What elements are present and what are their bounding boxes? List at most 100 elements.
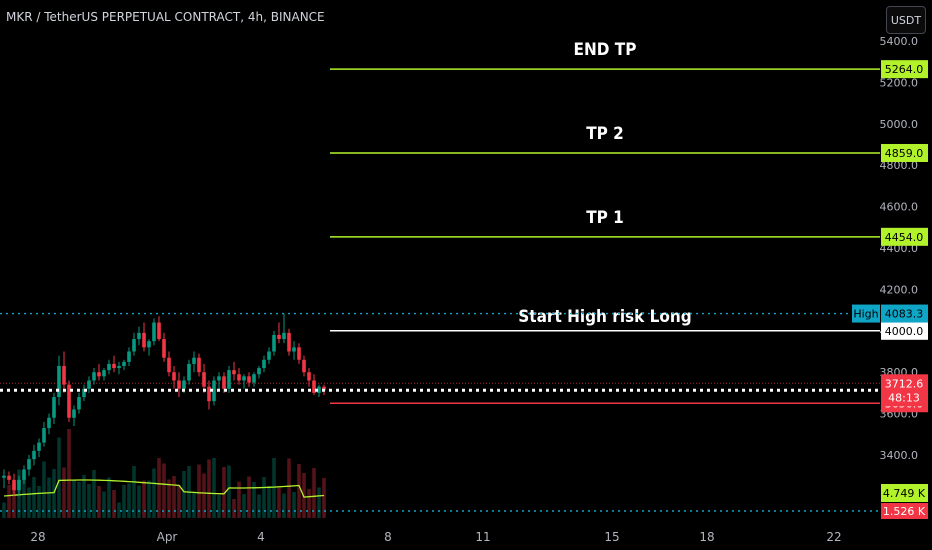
x-tick-label: 11	[475, 530, 490, 544]
volume-bar	[157, 458, 161, 518]
volume-bar	[152, 468, 156, 518]
candle-body	[82, 388, 86, 398]
candle-body	[52, 397, 56, 418]
y-tick-label: 3400.0	[880, 449, 919, 462]
volume-bar	[267, 486, 271, 518]
volume-ma-tag	[881, 484, 928, 502]
candle-body	[232, 370, 236, 375]
volume-bar	[112, 490, 116, 518]
candle-body	[292, 347, 296, 352]
y-tick-label: 5200.0	[880, 76, 919, 89]
candle-body	[267, 351, 271, 360]
volume-bar	[122, 485, 126, 518]
candle-body	[12, 479, 16, 491]
candle-body	[27, 459, 31, 470]
level-price-label: 4454.0	[885, 231, 924, 244]
volume-bar	[117, 502, 121, 518]
volume-bar	[77, 482, 81, 518]
volume-bar	[207, 459, 211, 518]
candle-body	[112, 363, 116, 369]
volume-bar	[272, 458, 276, 518]
candle-body	[317, 386, 321, 393]
volume-bar	[107, 477, 111, 518]
candle-body	[207, 386, 211, 402]
volume-bar	[277, 488, 281, 518]
volume-bar	[217, 495, 221, 518]
candle-body	[322, 386, 326, 391]
y-tick-label: 5000.0	[880, 118, 919, 131]
candle-body	[147, 341, 151, 348]
volume-bar	[27, 487, 31, 518]
candle-body	[197, 357, 201, 373]
currency-button[interactable]: USDT	[886, 6, 926, 34]
volume-bar	[212, 458, 216, 518]
candle-body	[77, 397, 81, 410]
high-price-tag	[881, 304, 928, 323]
candle-body	[87, 380, 91, 389]
volume-bar	[67, 429, 71, 518]
candle-body	[287, 332, 291, 352]
volume-bar	[42, 461, 46, 518]
y-tick-label: 5400.0	[880, 35, 919, 48]
volume-bar	[262, 477, 266, 518]
x-tick-label: 4	[257, 530, 265, 544]
level-name: END TP	[574, 40, 637, 60]
volume-bar	[322, 477, 326, 518]
candle-body	[302, 359, 306, 373]
candle-body	[92, 372, 96, 381]
candle-body	[252, 374, 256, 383]
volume-bar	[312, 468, 316, 518]
volume-bar	[182, 471, 186, 518]
volume-bar	[177, 485, 181, 518]
volume-bar	[87, 484, 91, 518]
candle-body	[72, 409, 76, 418]
volume-bar	[242, 494, 246, 518]
last-price-label: 3712.6	[885, 377, 924, 390]
candle-body	[307, 372, 311, 381]
volume-bar	[292, 492, 296, 518]
candle-body	[152, 322, 156, 342]
candle-body	[62, 365, 66, 385]
level-price-label: 5264.0	[885, 63, 924, 76]
volume-bar	[227, 465, 231, 518]
level-name: TP 1	[586, 208, 624, 228]
volume-bar	[127, 483, 131, 518]
candle-body	[212, 380, 216, 402]
candle-body	[312, 380, 316, 393]
high-tag	[852, 304, 880, 323]
volume-bar	[257, 494, 261, 518]
candle-body	[127, 351, 131, 362]
volume-bar	[12, 483, 16, 518]
volume-bar	[142, 480, 146, 518]
volume-bar	[52, 469, 56, 518]
volume-last-tag	[881, 503, 928, 519]
candle-body	[137, 332, 141, 340]
candle-body	[247, 376, 251, 383]
candle-body	[182, 380, 186, 389]
volume-bar	[47, 477, 51, 518]
candle-body	[97, 372, 101, 377]
price-axis[interactable]	[880, 0, 932, 520]
volume-bar	[22, 478, 26, 518]
level-price-label: 4000.0	[885, 325, 924, 338]
volume-bar	[167, 479, 171, 518]
volume-bar	[287, 458, 291, 518]
candle-body	[132, 339, 136, 352]
symbol-title: MKR / TetherUS PERPETUAL CONTRACT, 4h, B…	[6, 10, 325, 24]
candle-body	[222, 376, 226, 389]
volume-bar	[97, 486, 101, 518]
candle-body	[257, 368, 261, 375]
volume-bar	[137, 485, 141, 518]
candle-body	[167, 357, 171, 373]
y-tick-label: 4800.0	[880, 159, 919, 172]
volume-bar	[132, 466, 136, 518]
candle-body	[42, 428, 46, 443]
candle-body	[102, 370, 106, 377]
candle-body	[192, 357, 196, 364]
volume-bar	[32, 477, 36, 518]
candle-body	[142, 332, 146, 348]
candle-body	[242, 376, 246, 381]
volume-bar	[232, 499, 236, 518]
volume-bar	[37, 486, 41, 518]
